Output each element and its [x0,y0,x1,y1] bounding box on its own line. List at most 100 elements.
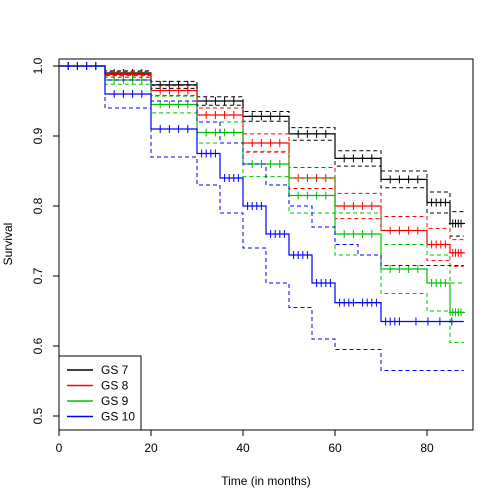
censor-mark [441,198,450,207]
censor-mark [312,129,321,138]
censor-mark [372,298,381,307]
censor-mark [248,112,257,121]
series-1-ci-upper [59,65,464,213]
censor-mark [303,129,312,138]
censor-mark [275,139,284,147]
censor-mark [386,265,395,273]
censor-mark [128,90,137,98]
legend: GS 7 GS 8GS 9 GS 10 [58,355,142,431]
censor-mark [303,251,312,259]
censor-mark [156,125,165,133]
censor-mark [266,139,275,147]
censor-mark [266,160,275,168]
censor-mark [91,62,100,70]
legend-label: GS 9 [101,394,129,408]
legend-label: GS 7 [101,363,129,377]
censor-mark [457,308,466,317]
x-tick-label: 60 [328,441,342,455]
censor-mark [280,230,289,238]
censor-mark [457,248,466,257]
series-2-ci-upper [59,65,464,241]
legend-box [58,355,142,431]
censor-mark [119,90,128,98]
x-tick-label: 0 [56,441,63,455]
series-3-curve [59,65,464,313]
censor-mark [386,175,395,184]
censor-mark [137,90,146,98]
censor-mark [358,202,367,210]
censor-mark [275,112,284,121]
y-tick-label: 0.9 [31,127,45,144]
censor-mark [211,149,220,158]
censor-mark [266,112,275,121]
x-tick-label: 80 [420,441,434,455]
censor-mark [395,175,404,184]
censor-mark [441,279,450,287]
censor-mark [367,202,376,210]
censor-mark [411,317,420,326]
censor-mark [202,97,211,105]
censor-mark [183,100,192,109]
censor-mark [174,100,183,109]
y-tick-label: 0.6 [31,337,45,354]
censor-mark [220,97,229,105]
censor-mark [211,97,220,105]
censor-mark [349,298,358,307]
censor-mark [367,230,376,238]
censor-mark [358,154,367,163]
y-axis-label: Survival [1,223,15,266]
censor-mark [395,317,404,326]
censor-mark [165,86,174,95]
y-tick-label: 0.7 [31,267,45,284]
censor-mark [202,128,211,137]
axis-layer: 0 20 40 60 80 0.5 0.6 0.7 0.8 0.9 1.0 [31,57,434,455]
censor-mark [321,129,330,138]
censor-mark [340,154,349,163]
censor-mark [395,265,404,273]
censor-mark [386,226,395,235]
censor-mark [404,226,413,235]
censor-mark [220,128,229,137]
censor-mark [229,111,238,119]
censor-mark [82,62,91,70]
censor-mark [257,112,266,121]
plot-layer [59,62,466,371]
censor-mark [156,86,165,95]
censor-mark [457,219,466,228]
censor-mark [423,317,432,326]
censor-mark [367,154,376,163]
censor-mark [349,230,358,238]
censor-mark [257,139,266,147]
censor-mark [326,279,335,287]
y-tick-label: 1.0 [31,57,45,74]
censor-mark [294,129,303,138]
censor-mark [248,139,257,147]
censor-mark [165,100,174,109]
censor-mark [413,226,422,235]
censor-mark [275,160,284,168]
censor-mark [294,191,303,200]
censor-mark [202,111,211,119]
censor-mark [413,265,422,273]
censor-mark [174,86,183,95]
legend-label: GS 10 [101,410,135,424]
censor-mark [395,226,404,235]
censor-mark [435,317,444,326]
censor-mark [447,317,456,326]
censor-mark [174,125,183,133]
censor-mark [211,128,220,137]
series-4-curve [59,65,464,323]
plot-frame [58,58,474,431]
censor-mark [73,62,82,70]
censor-mark [321,191,330,200]
censor-mark [303,191,312,200]
censor-mark [349,202,358,210]
censor-mark [413,175,422,184]
censor-mark [257,202,266,210]
censor-mark [340,202,349,210]
legend-label: GS 8 [101,379,129,393]
censor-mark [211,111,220,119]
y-tick-label: 0.8 [31,197,45,214]
censor-mark [312,191,321,200]
